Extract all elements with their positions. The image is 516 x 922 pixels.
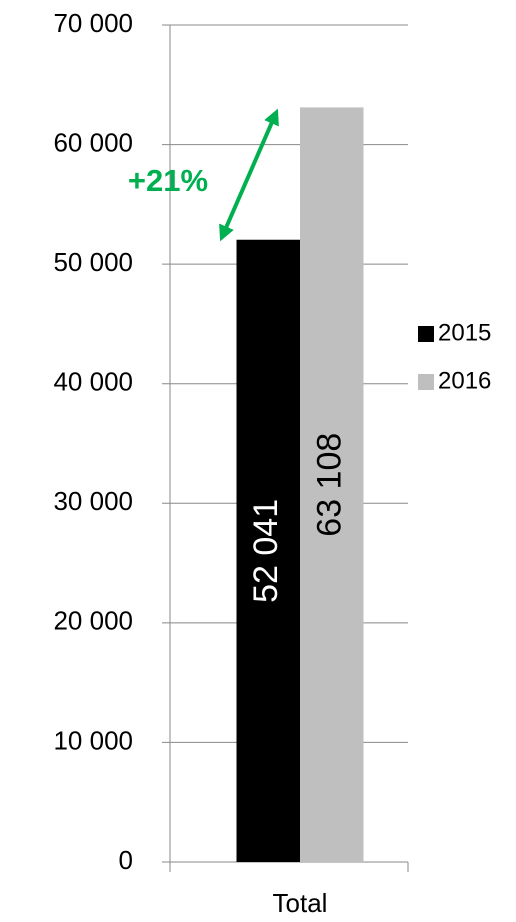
bar: [300, 107, 364, 862]
legend-swatch: [418, 374, 434, 390]
y-tick-label: 40 000: [53, 367, 133, 397]
y-tick-label: 50 000: [53, 247, 133, 277]
y-tick-label: 0: [119, 845, 133, 875]
data-label: 52 041: [247, 499, 285, 603]
y-tick-label: 60 000: [53, 127, 133, 157]
legend-label: 2015: [438, 319, 491, 346]
y-tick-label: 30 000: [53, 486, 133, 516]
data-label: 63 108: [311, 433, 349, 537]
x-tick-label: Total: [273, 888, 328, 918]
legend-swatch: [418, 326, 434, 342]
annotation-arrow: [219, 108, 279, 242]
y-tick-label: 10 000: [53, 725, 133, 755]
y-tick-label: 70 000: [53, 8, 133, 38]
y-tick-label: 20 000: [53, 606, 133, 636]
annotation: +21%: [128, 163, 208, 198]
legend-label: 2016: [438, 367, 491, 394]
bar: [236, 239, 300, 862]
